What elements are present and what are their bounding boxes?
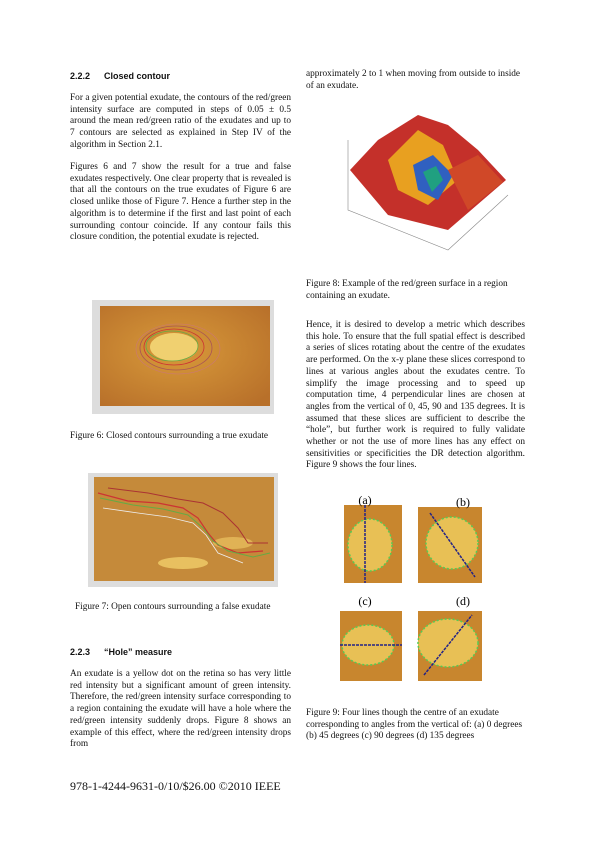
panel-label: (b): [456, 495, 470, 509]
panel-d: (d): [417, 594, 482, 681]
section-title: “Hole” measure: [104, 647, 173, 657]
section-number: 2.2.2: [70, 71, 91, 81]
section-heading: 2.2.2 Closed contour: [70, 71, 170, 81]
paragraph: Hence, it is desired to develop a metric…: [306, 320, 525, 471]
figure-caption: Figure 7: Open contours surrounding a fa…: [75, 602, 271, 612]
footer: 978-1-4244-9631-0/10/$26.00 ©2010 IEEE: [70, 779, 281, 793]
figure-8-image: [347, 115, 509, 251]
figure-9-image: (a) (b) (c) (d): [340, 495, 482, 681]
panel-label: (d): [456, 594, 470, 608]
paragraph: For a given potential exudate, the conto…: [70, 93, 291, 150]
figure-caption: Figure 9: Four lines though the centre o…: [306, 708, 523, 742]
figure-caption: Figure 6: Closed contours surrounding a …: [70, 431, 269, 441]
section-heading: 2.2.3 “Hole” measure: [70, 647, 172, 657]
figure-caption: Figure 8: Example of the red/green surfa…: [306, 279, 508, 301]
figure-6-image: [92, 300, 274, 414]
section-number: 2.2.3: [70, 647, 91, 657]
paragraph: An exudate is a yellow dot on the retina…: [70, 669, 291, 750]
section-title: Closed contour: [104, 71, 171, 81]
paragraph: approximately 2 to 1 when moving from ou…: [306, 69, 521, 91]
panel-label: (c): [358, 594, 371, 608]
panel-c: (c): [340, 594, 402, 681]
paragraph: Figures 6 and 7 show the result for a tr…: [70, 162, 291, 243]
figure-7-image: [88, 473, 278, 587]
panel-label: (a): [358, 495, 371, 507]
panel-b: (b): [418, 495, 482, 583]
panel-a: (a): [344, 495, 402, 583]
